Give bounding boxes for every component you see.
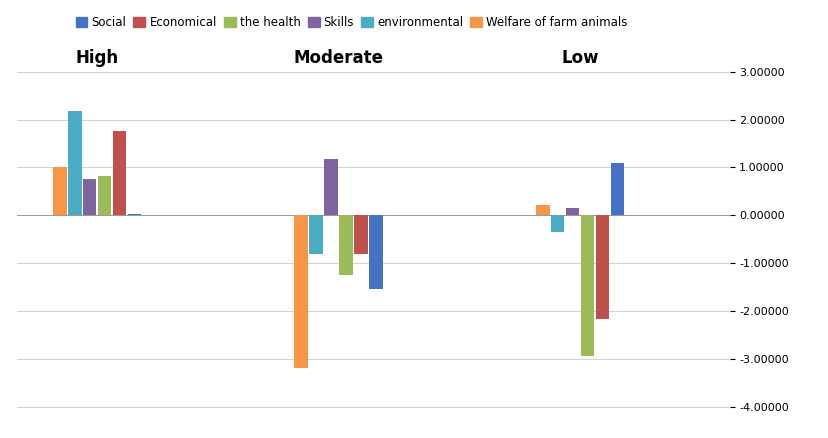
Bar xyxy=(368,215,383,290)
Bar xyxy=(53,167,66,215)
Bar xyxy=(354,215,368,254)
Bar xyxy=(565,208,579,215)
Bar xyxy=(550,215,564,232)
Bar xyxy=(535,205,549,215)
Bar xyxy=(324,159,338,215)
Bar xyxy=(98,176,111,215)
Text: Low: Low xyxy=(561,49,598,67)
Text: High: High xyxy=(75,49,118,67)
Bar xyxy=(580,215,594,356)
Bar xyxy=(309,215,323,254)
Bar xyxy=(609,162,623,215)
Text: Moderate: Moderate xyxy=(293,49,383,67)
Bar xyxy=(83,179,96,215)
Bar xyxy=(68,111,81,215)
Bar xyxy=(113,131,126,215)
Legend: Social, Economical, the health, Skills, environmental, Welfare of farm animals: Social, Economical, the health, Skills, … xyxy=(70,11,632,34)
Bar xyxy=(294,215,308,368)
Bar xyxy=(339,215,353,275)
Bar xyxy=(128,214,141,215)
Bar xyxy=(595,215,609,319)
